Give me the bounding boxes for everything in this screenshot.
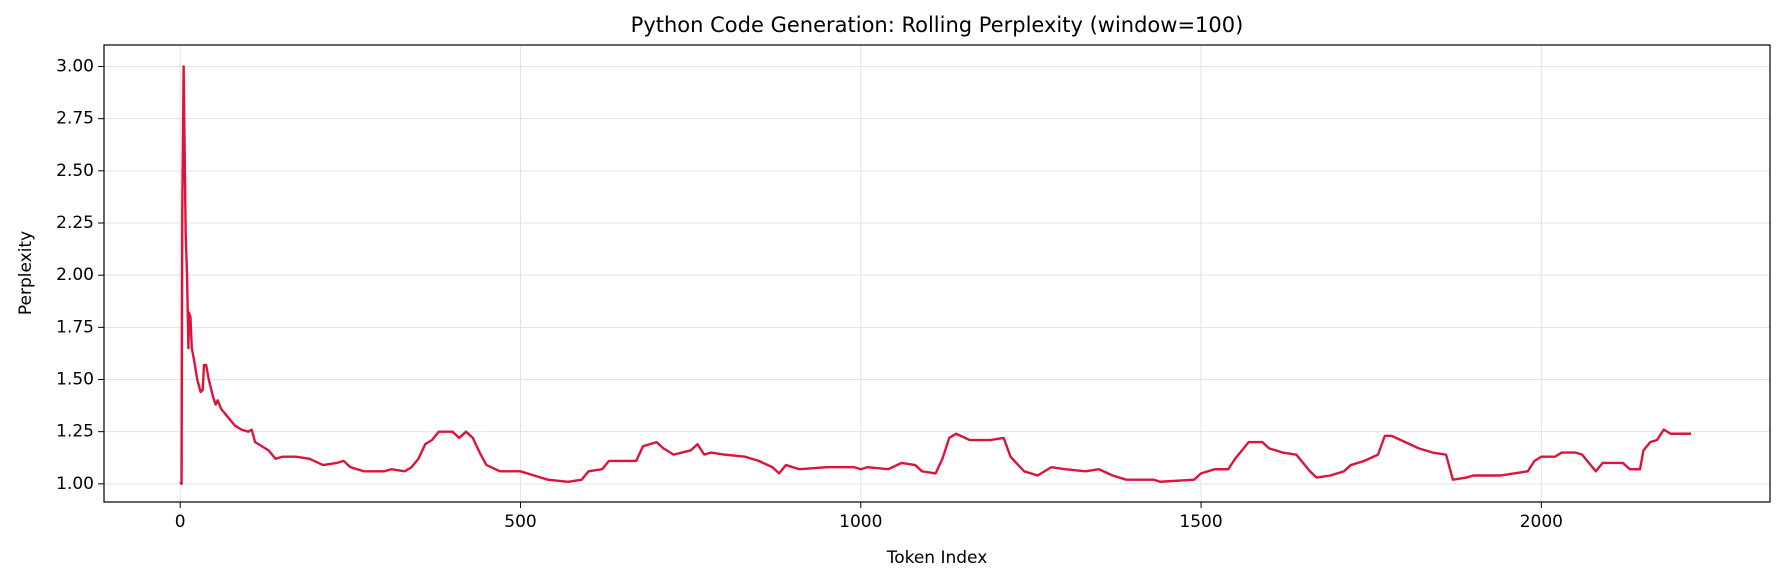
y-tick-label: 1.50: [56, 370, 94, 390]
chart-title: Python Code Generation: Rolling Perplexi…: [631, 13, 1244, 37]
y-tick-label: 2.50: [56, 161, 94, 181]
y-tick-label: 1.25: [56, 422, 94, 442]
x-axis-label: Token Index: [886, 548, 988, 568]
data-line: [179, 65, 1692, 486]
y-tick-label: 2.00: [56, 265, 94, 285]
y-axis-label: Perplexity: [16, 231, 36, 315]
y-tick-label: 2.75: [56, 109, 94, 129]
y-tick-label: 1.00: [56, 474, 94, 494]
plot-frame: [103, 44, 1771, 503]
x-tick-label: 0: [175, 512, 186, 532]
x-tick-label: 2000: [1520, 512, 1563, 532]
x-tick-label: 500: [504, 512, 536, 532]
x-tick-label: 1000: [839, 512, 882, 532]
y-tick-label: 2.25: [56, 213, 94, 233]
x-tick-label: 1500: [1179, 512, 1222, 532]
y-tick-label: 1.75: [56, 317, 94, 337]
y-tick-label: 3.00: [56, 56, 94, 76]
